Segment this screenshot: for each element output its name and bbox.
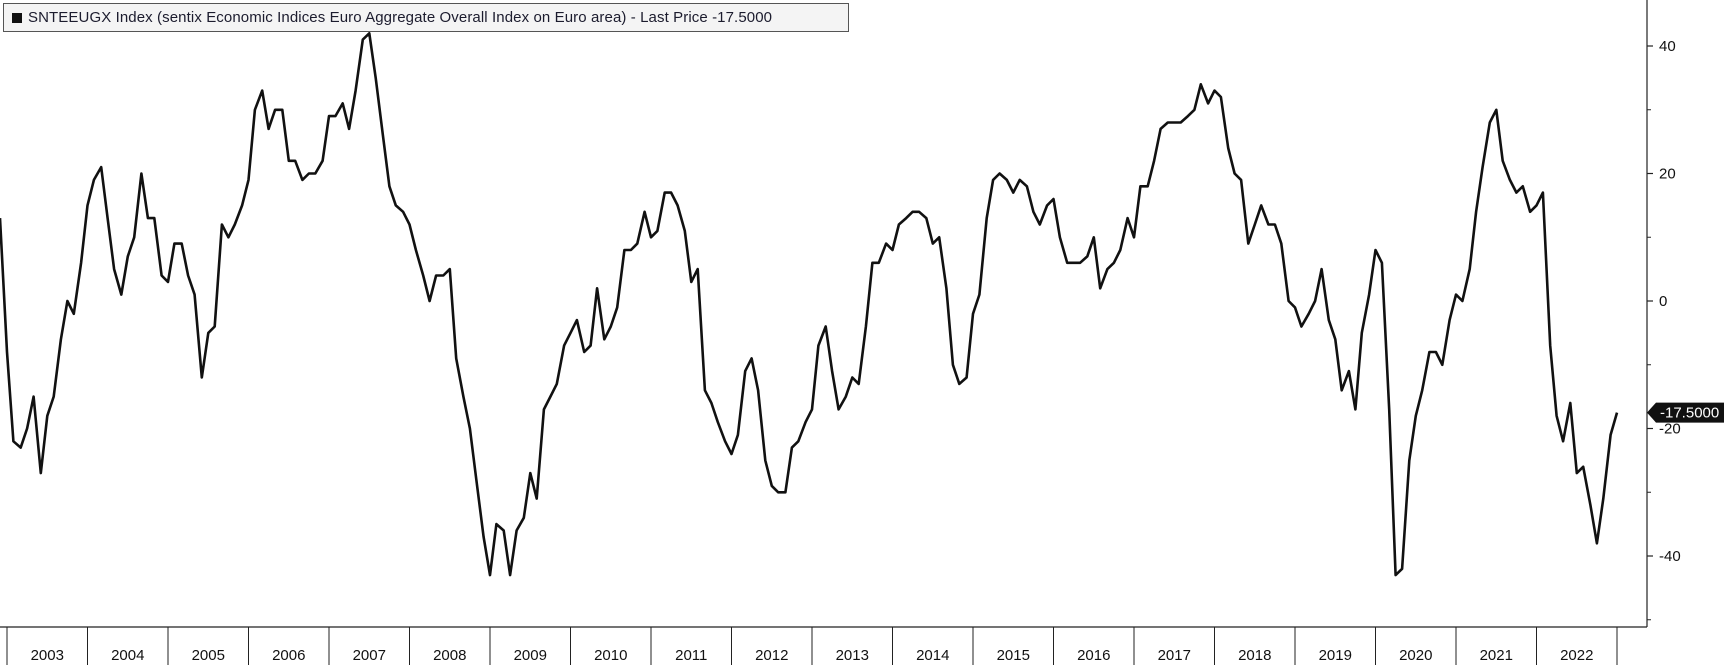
x-tick-label: 2017 xyxy=(1158,647,1191,664)
x-tick-label: 2003 xyxy=(31,647,64,664)
y-tick-label: 20 xyxy=(1659,166,1676,183)
x-tick-label: 2004 xyxy=(111,647,144,664)
last-value-label: -17.5000 xyxy=(1660,405,1719,422)
y-tick-label: -40 xyxy=(1659,548,1681,565)
x-tick-label: 2010 xyxy=(594,647,627,664)
x-tick-label: 2006 xyxy=(272,647,305,664)
x-tick-label: 2005 xyxy=(192,647,225,664)
last-value-tag-shape xyxy=(1647,402,1724,423)
x-tick-label: 2016 xyxy=(1077,647,1110,664)
x-tick-label: 2019 xyxy=(1319,647,1352,664)
x-axis-ticks: 2003 2004 2005 2006 2007 2008 2009 2010 2011 2012… xyxy=(6,627,1618,665)
x-tick-label: 2022 xyxy=(1560,647,1593,664)
x-tick-label: 2020 xyxy=(1399,647,1432,664)
y-tick-label: 0 xyxy=(1659,293,1667,310)
x-tick-label: 2012 xyxy=(755,647,788,664)
x-tick-label: 2014 xyxy=(916,647,949,664)
x-tick-label: 2011 xyxy=(675,647,707,664)
x-tick-label: 2008 xyxy=(433,647,466,664)
chart-legend: SNTEEUGX Index (sentix Economic Indices … xyxy=(3,3,849,32)
last-value-tag: -17.5000 xyxy=(1647,402,1724,423)
x-tick-label: 2015 xyxy=(997,647,1030,664)
x-tick-label: 2018 xyxy=(1238,647,1271,664)
axes xyxy=(0,0,1648,628)
x-tick-label: 2007 xyxy=(353,647,386,664)
y-axis-ticks: 40 20 0 -20 -40 xyxy=(1647,38,1681,621)
y-tick-label: -20 xyxy=(1659,421,1681,438)
legend-label: SNTEEUGX Index (sentix Economic Indices … xyxy=(28,9,773,26)
legend-swatch-icon xyxy=(12,12,22,23)
series-line xyxy=(0,31,1619,577)
y-tick-label: 40 xyxy=(1659,38,1676,55)
x-tick-label: 2013 xyxy=(836,647,869,664)
x-tick-label: 2009 xyxy=(514,647,547,664)
x-tick-label: 2021 xyxy=(1480,647,1513,664)
